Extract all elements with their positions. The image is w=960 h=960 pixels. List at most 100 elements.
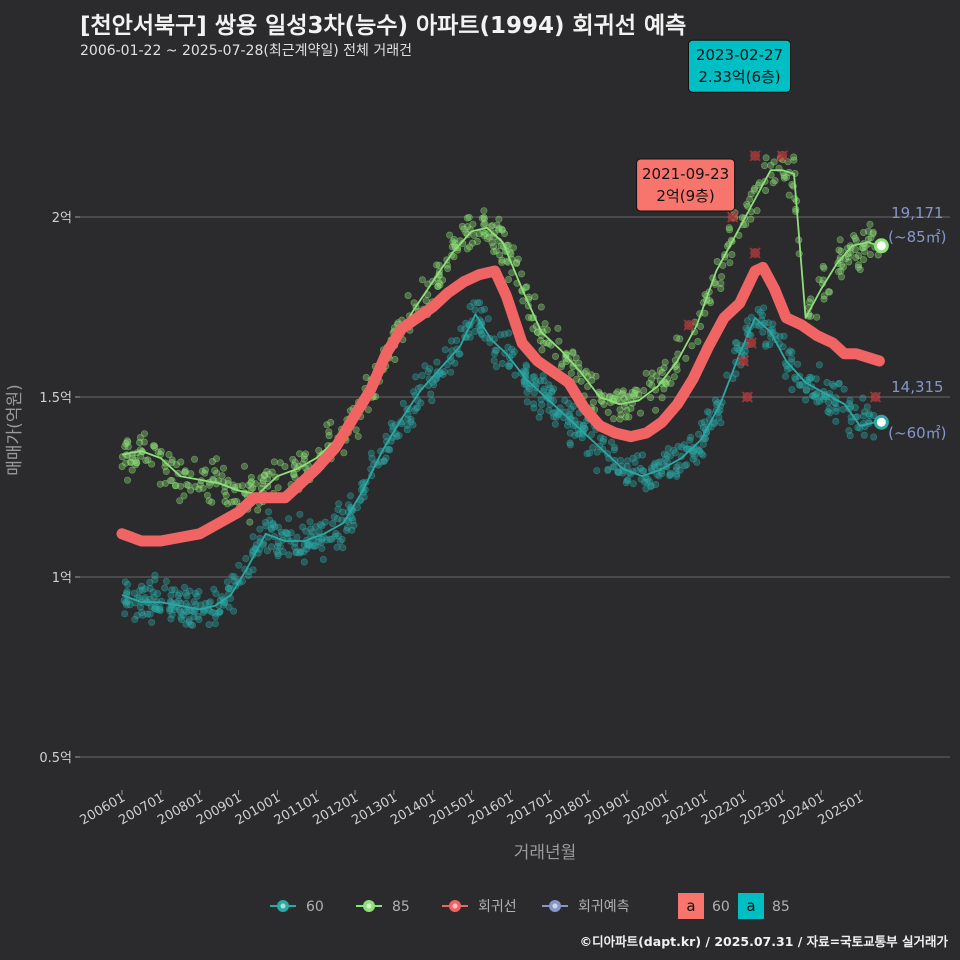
scatter-point-60 <box>282 528 290 536</box>
scatter-point-85 <box>156 480 164 488</box>
scatter-point-60 <box>457 325 465 333</box>
scatter-point-85 <box>861 248 869 256</box>
legend-label: 회귀선 <box>478 899 517 915</box>
annotation-layer: 19,171 (~85㎡) 14,315 (~60㎡) 2021-09-23 2억(9층)… <box>636 39 947 442</box>
scatter-point-85 <box>589 398 597 406</box>
scatter-point-85 <box>257 474 265 482</box>
scatter-point-60 <box>615 469 623 477</box>
y-tick-label: 0.5억 <box>39 751 72 766</box>
scatter-point-60 <box>329 519 337 527</box>
scatter-point-60 <box>146 610 154 618</box>
highlight-price: 2.33억(6층) <box>698 68 780 86</box>
scatter-point-60 <box>623 477 631 485</box>
scatter-point-85 <box>670 373 678 381</box>
scatter-point-85 <box>866 220 874 228</box>
scatter-point-60 <box>185 616 193 624</box>
scatter-point-60 <box>306 518 314 526</box>
scatter-point-85 <box>627 404 635 412</box>
scatter-point-60 <box>839 405 847 413</box>
scatter-point-85 <box>208 457 216 465</box>
scatter-point-85 <box>717 279 725 287</box>
scatter-point-85 <box>537 303 545 311</box>
scatter-point-85 <box>495 215 503 223</box>
scatter-point-85 <box>825 288 833 296</box>
scatter-point-85 <box>473 238 481 246</box>
scatter-point-60 <box>478 331 486 339</box>
scatter-point-85 <box>132 456 140 464</box>
scatter-point-60 <box>154 590 162 598</box>
scatter-point-60 <box>496 331 504 339</box>
scatter-point-60 <box>664 444 672 452</box>
scatter-point-60 <box>414 397 422 405</box>
scatter-point-85 <box>866 251 874 259</box>
scatter-point-60 <box>124 580 132 588</box>
end-area-label: (~60㎡) <box>888 424 946 442</box>
scatter-point-60 <box>447 368 455 376</box>
chart-subtitle: 2006-01-22 ~ 2025-07-28(최근계약일) 전체 거래건 <box>80 43 412 59</box>
scatter-point-60 <box>587 431 595 439</box>
scatter-point-60 <box>742 324 750 332</box>
scatter-point-85 <box>500 230 508 238</box>
scatter-point-60 <box>476 299 484 307</box>
highlight-box-85 <box>688 39 792 93</box>
scatter-point-60 <box>677 452 685 460</box>
scatter-point-60 <box>600 435 608 443</box>
scatter-point-85 <box>845 258 853 266</box>
scatter-point-60 <box>611 443 619 451</box>
scatter-point-85 <box>487 223 495 231</box>
scatter-point-60 <box>411 407 419 415</box>
scatter-point-85 <box>128 466 136 474</box>
scatter-point-60 <box>604 466 612 474</box>
scatter-point-85 <box>352 426 360 434</box>
legend-item-60: 60 <box>270 899 324 915</box>
scatter-point-85 <box>496 251 504 259</box>
scatter-point-60 <box>315 538 323 546</box>
scatter-point-85 <box>538 346 546 354</box>
scatter-point-85 <box>315 446 323 454</box>
scatter-point-85 <box>296 450 304 458</box>
scatter-point-60 <box>796 381 804 389</box>
scatter-point-85 <box>518 270 526 278</box>
scatter-point-60 <box>631 458 639 466</box>
scatter-point-85 <box>613 395 621 403</box>
scatter-point-85 <box>259 480 267 488</box>
scatter-point-85 <box>302 450 310 458</box>
scatter-point-85 <box>191 483 199 491</box>
scatter-point-60 <box>610 446 618 454</box>
scatter-point-85 <box>541 320 549 328</box>
scatter-point-60 <box>569 402 577 410</box>
scatter-point-60 <box>210 585 218 593</box>
scatter-point-85 <box>661 358 669 366</box>
scatter-point-60 <box>825 405 833 413</box>
scatter-point-60 <box>223 578 231 586</box>
scatter-point-60 <box>754 306 762 314</box>
scatter-point-60 <box>167 591 175 599</box>
scatter-point-85 <box>157 447 165 455</box>
scatter-point-60 <box>798 380 806 388</box>
scatter-point-60 <box>567 405 575 413</box>
scatter-point-60 <box>448 337 456 345</box>
scatter-point-85 <box>149 442 157 450</box>
scatter-point-60 <box>695 446 703 454</box>
scatter-point-60 <box>566 429 574 437</box>
scatter-point-60 <box>552 413 560 421</box>
scatter-point-60 <box>477 330 485 338</box>
scatter-point-60 <box>529 373 537 381</box>
scatter-point-60 <box>138 582 146 590</box>
scatter-point-85 <box>291 474 299 482</box>
scatter-point-60 <box>695 430 703 438</box>
scatter-point-60 <box>733 344 741 352</box>
scatter-point-60 <box>285 551 293 559</box>
scatter-point-60 <box>545 381 553 389</box>
scatter-point-60 <box>150 593 158 601</box>
scatter-point-60 <box>490 357 498 365</box>
scatter-point-60 <box>319 555 327 563</box>
legend-item-85: 85 <box>356 899 410 915</box>
scatter-point-85 <box>790 156 798 164</box>
scatter-point-60 <box>540 385 548 393</box>
scatter-point-60 <box>607 438 615 446</box>
scatter-point-85 <box>785 191 793 199</box>
scatter-point-85 <box>725 224 733 232</box>
scatter-point-60 <box>537 377 545 385</box>
scatter-point-60 <box>336 537 344 545</box>
